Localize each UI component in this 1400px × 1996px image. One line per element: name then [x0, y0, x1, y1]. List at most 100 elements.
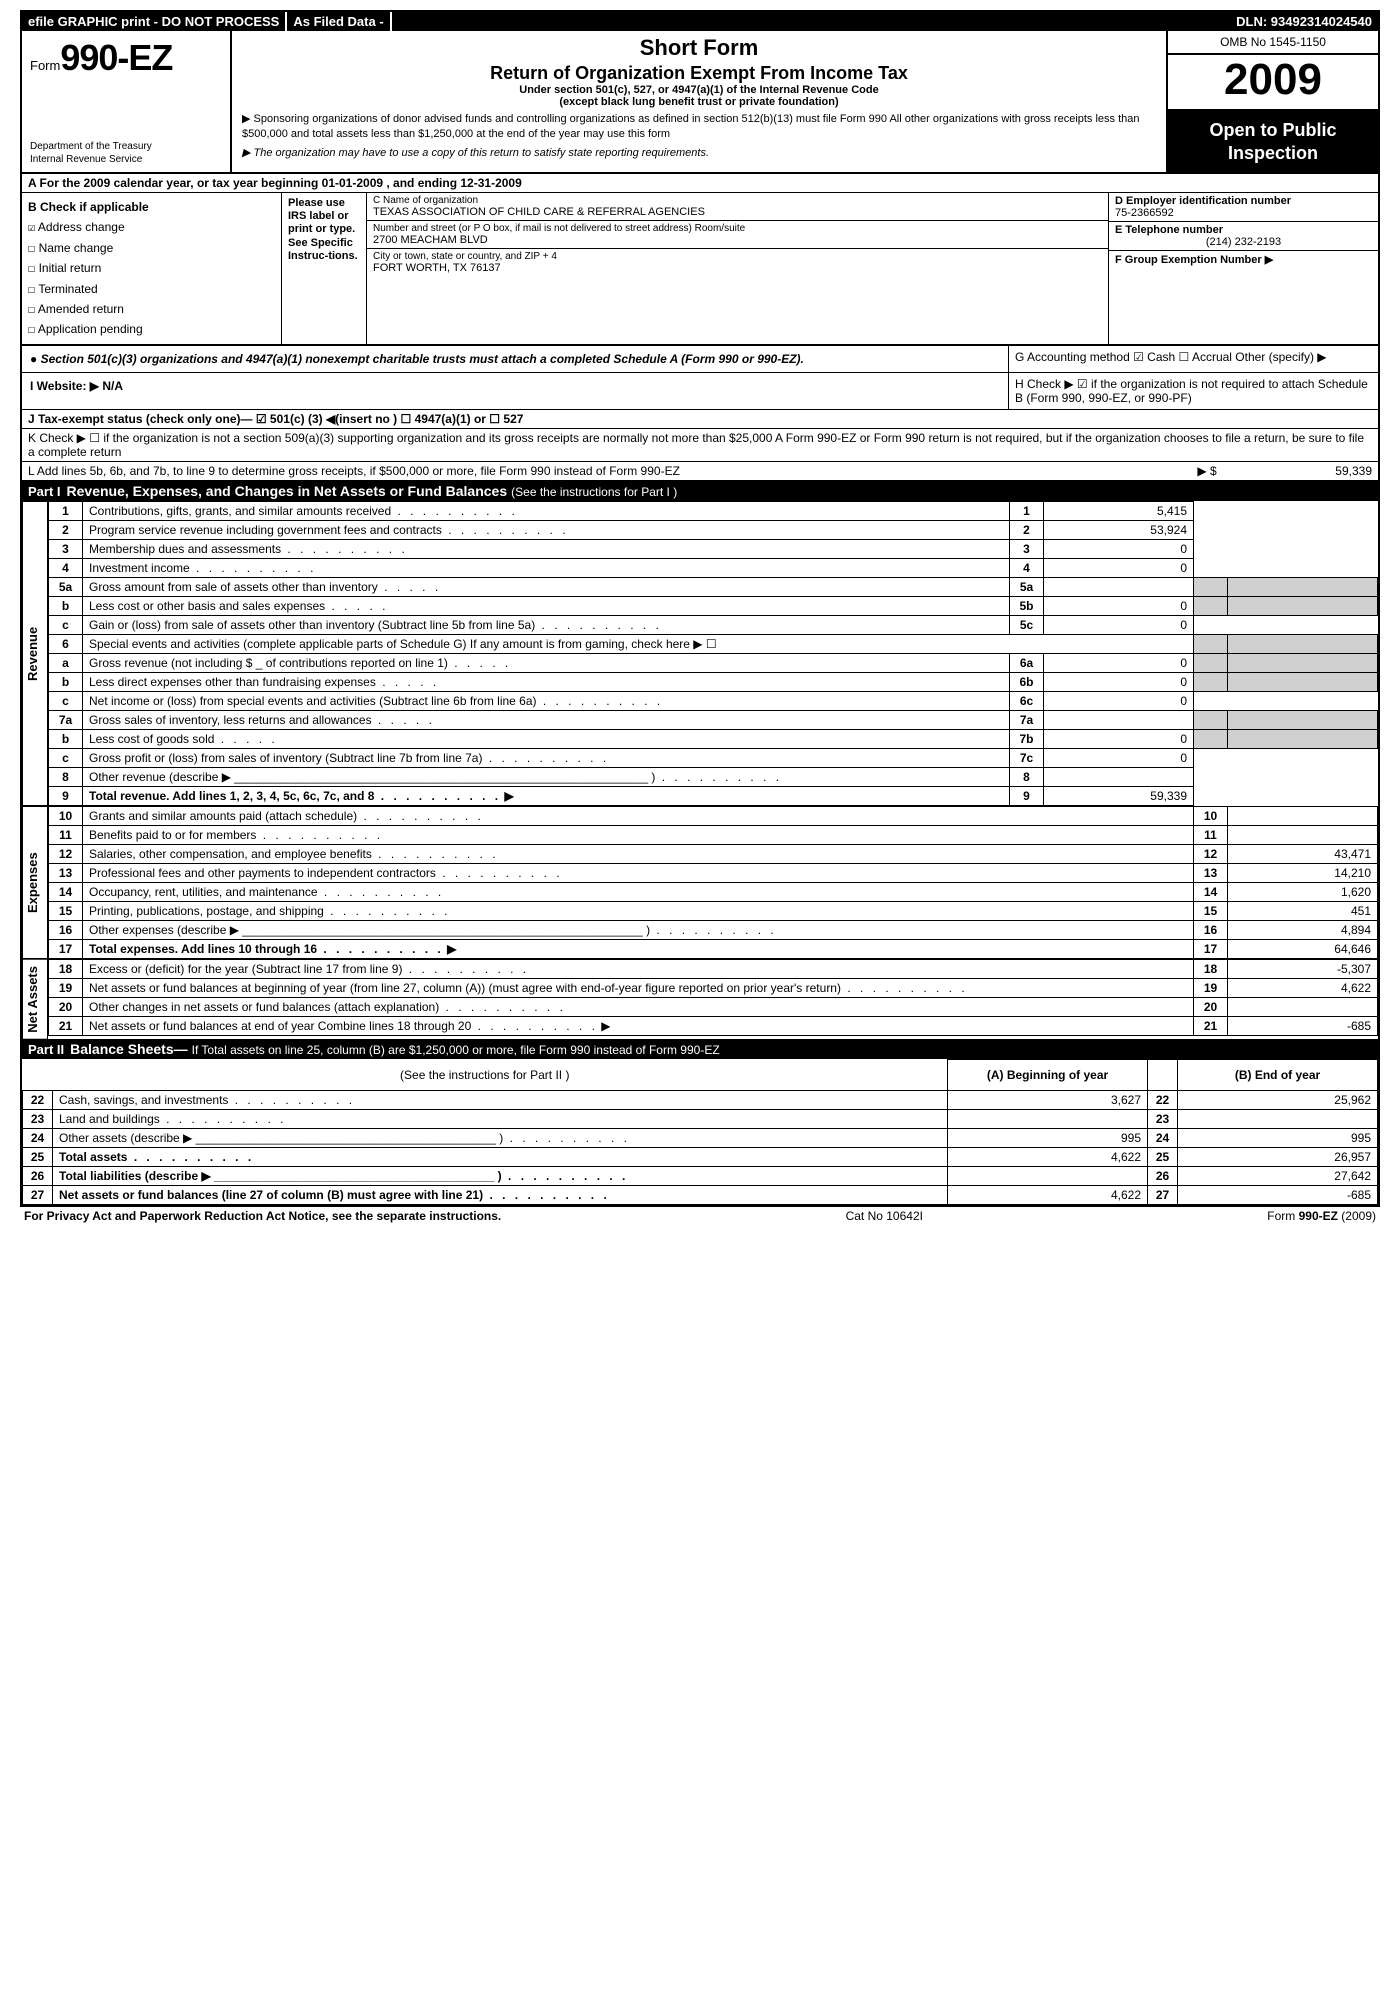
- f-label: F Group Exemption Number ▶: [1115, 254, 1273, 266]
- c-street-label: Number and street (or P O box, if mail i…: [373, 223, 1102, 234]
- form-title-block: Short Form Return of Organization Exempt…: [232, 31, 1168, 172]
- line-5b: b Less cost or other basis and sales exp…: [49, 596, 1378, 615]
- line-10: 10 Grants and similar amounts paid (atta…: [49, 806, 1378, 825]
- line-c: c Gross profit or (loss) from sales of i…: [49, 748, 1378, 767]
- checkbox-application-pending[interactable]: ☐ Application pending: [28, 319, 275, 339]
- form-year-block: OMB No 1545-1150 2009 Open to PublicInsp…: [1168, 31, 1378, 172]
- sec-501-row: ● Section 501(c)(3) organizations and 49…: [22, 346, 1378, 373]
- part2-instructions: (See the instructions for Part II ): [23, 1060, 948, 1091]
- org-name: TEXAS ASSOCIATION OF CHILD CARE & REFERR…: [373, 206, 1102, 218]
- revenue-section: Revenue 1 Contributions, gifts, grants, …: [22, 501, 1378, 806]
- dept-line-2: Internal Revenue Service: [30, 153, 222, 166]
- line-7a: 7a Gross sales of inventory, less return…: [49, 710, 1378, 729]
- netassets-section: Net Assets 18 Excess or (deficit) for th…: [22, 959, 1378, 1040]
- expenses-vlabel: Expenses: [22, 806, 48, 959]
- checkbox-initial-return[interactable]: ☐ Initial return: [28, 258, 275, 278]
- line-11: 11 Benefits paid to or for members 11: [49, 825, 1378, 844]
- sponsor-note: ▶ Sponsoring organizations of donor advi…: [242, 112, 1156, 142]
- irs-label-col: Please use IRS label or print or type. S…: [282, 193, 367, 344]
- line-c: c Net income or (loss) from special even…: [49, 691, 1378, 710]
- line-7b: b Less cost of goods sold 7b 0: [49, 729, 1378, 748]
- g-accounting: G Accounting method ☑ Cash ☐ Accrual Oth…: [1008, 346, 1378, 372]
- form-number: 990-EZ: [60, 37, 172, 78]
- except: (except black lung benefit trust or priv…: [242, 96, 1156, 108]
- bs-line-23: 23 Land and buildings 23: [23, 1109, 1378, 1128]
- checkbox-address-change[interactable]: ☑ Address change: [28, 217, 275, 237]
- form-id-block: Form990-EZ Department of the Treasury In…: [22, 31, 232, 172]
- col-b-checkboxes: B Check if applicable ☑ Address change☐ …: [22, 193, 282, 344]
- expenses-table: 10 Grants and similar amounts paid (atta…: [48, 806, 1378, 959]
- line-l: L Add lines 5b, 6b, and 7b, to line 9 to…: [22, 462, 1378, 481]
- efile-bar: efile GRAPHIC print - DO NOT PROCESS As …: [22, 12, 1378, 31]
- line-6b: b Less direct expenses other than fundra…: [49, 672, 1378, 691]
- bs-line-25: 25 Total assets 4,622 25 26,957: [23, 1147, 1378, 1166]
- asfiled-text: As Filed Data -: [287, 12, 391, 31]
- line-18: 18 Excess or (deficit) for the year (Sub…: [49, 959, 1378, 978]
- form-container: efile GRAPHIC print - DO NOT PROCESS As …: [20, 10, 1380, 1207]
- netassets-table: 18 Excess or (deficit) for the year (Sub…: [48, 959, 1378, 1036]
- page-footer: For Privacy Act and Paperwork Reduction …: [20, 1207, 1380, 1223]
- col-d-ein-phone: D Employer identification number 75-2366…: [1108, 193, 1378, 344]
- c-city-label: City or town, state or country, and ZIP …: [373, 251, 1102, 262]
- balance-sheet-table: (See the instructions for Part II ) (A) …: [22, 1059, 1378, 1205]
- short-form-title: Short Form: [242, 35, 1156, 61]
- netassets-vlabel: Net Assets: [22, 959, 48, 1040]
- line-21: 21 Net assets or fund balances at end of…: [49, 1016, 1378, 1035]
- line-a: A For the 2009 calendar year, or tax yea…: [22, 174, 1378, 193]
- e-label: E Telephone number: [1115, 224, 1223, 236]
- line-16: 16 Other expenses (describe ▶ __________…: [49, 920, 1378, 939]
- line-13: 13 Professional fees and other payments …: [49, 863, 1378, 882]
- org-street: 2700 MEACHAM BLVD: [373, 234, 1102, 246]
- checkbox-name-change[interactable]: ☐ Name change: [28, 238, 275, 258]
- part-2-header: Part II Balance Sheets— If Total assets …: [22, 1039, 1378, 1059]
- privacy-notice: For Privacy Act and Paperwork Reduction …: [24, 1209, 501, 1223]
- part-1-header: Part I Revenue, Expenses, and Changes in…: [22, 481, 1378, 501]
- org-city: FORT WORTH, TX 76137: [373, 262, 1102, 274]
- c-name-label: C Name of organization: [373, 195, 1102, 206]
- efile-text: efile GRAPHIC print - DO NOT PROCESS: [22, 12, 287, 31]
- omb-number: OMB No 1545-1150: [1168, 31, 1378, 55]
- line-i: I Website: ▶ N/A: [30, 379, 123, 393]
- col-b-header: (B) End of year: [1178, 1060, 1378, 1091]
- line-c: c Gain or (loss) from sale of assets oth…: [49, 615, 1378, 634]
- state-note: ▶ The organization may have to use a cop…: [242, 146, 1156, 161]
- form-header: Form990-EZ Department of the Treasury In…: [22, 31, 1378, 174]
- form-edition: Form 990-EZ (2009): [1267, 1209, 1376, 1223]
- bs-line-27: 27 Net assets or fund balances (line 27 …: [23, 1185, 1378, 1204]
- under-section: Under section 501(c), 527, or 4947(a)(1)…: [242, 84, 1156, 96]
- revenue-vlabel: Revenue: [22, 501, 48, 806]
- open-to-public: Open to PublicInspection: [1168, 111, 1378, 172]
- line-6: 6Special events and activities (complete…: [49, 634, 1378, 653]
- return-title: Return of Organization Exempt From Incom…: [242, 63, 1156, 84]
- d-label: D Employer identification number: [1115, 195, 1291, 207]
- entity-block: B Check if applicable ☑ Address change☐ …: [22, 193, 1378, 346]
- dept-line-1: Department of the Treasury: [30, 140, 222, 153]
- b-header: B Check if applicable: [28, 200, 149, 214]
- form-prefix: Form: [30, 58, 60, 73]
- expenses-section: Expenses 10 Grants and similar amounts p…: [22, 806, 1378, 959]
- dln: DLN: 93492314024540: [1230, 12, 1378, 31]
- line-9: 9 Total revenue. Add lines 1, 2, 3, 4, 5…: [49, 786, 1378, 805]
- bs-line-24: 24 Other assets (describe ▶ ____________…: [23, 1128, 1378, 1147]
- tax-year: 2009: [1168, 55, 1378, 111]
- line-2: 2 Program service revenue including gove…: [49, 520, 1378, 539]
- checkbox-amended-return[interactable]: ☐ Amended return: [28, 299, 275, 319]
- line-15: 15 Printing, publications, postage, and …: [49, 901, 1378, 920]
- col-c-name-address: C Name of organization TEXAS ASSOCIATION…: [367, 193, 1108, 344]
- line-j: J Tax-exempt status (check only one)— ☑ …: [22, 410, 1378, 429]
- line-l-amount: 59,339: [1222, 464, 1372, 478]
- bs-line-26: 26 Total liabilities (describe ▶ _______…: [23, 1166, 1378, 1185]
- line-19: 19 Net assets or fund balances at beginn…: [49, 978, 1378, 997]
- line-5a: 5a Gross amount from sale of assets othe…: [49, 577, 1378, 596]
- line-k: K Check ▶ ☐ if the organization is not a…: [22, 429, 1378, 462]
- line-4: 4 Investment income 4 0: [49, 558, 1378, 577]
- line-17: 17 Total expenses. Add lines 10 through …: [49, 939, 1378, 958]
- col-a-header: (A) Beginning of year: [948, 1060, 1148, 1091]
- line-h: H Check ▶ ☑ if the organization is not r…: [1008, 373, 1378, 409]
- revenue-table: 1 Contributions, gifts, grants, and simi…: [48, 501, 1378, 806]
- line-8: 8 Other revenue (describe ▶ ____________…: [49, 767, 1378, 786]
- checkbox-terminated[interactable]: ☐ Terminated: [28, 279, 275, 299]
- line-1: 1 Contributions, gifts, grants, and simi…: [49, 501, 1378, 520]
- ein: 75-2366592: [1115, 207, 1174, 219]
- line-6a: a Gross revenue (not including $ _ of co…: [49, 653, 1378, 672]
